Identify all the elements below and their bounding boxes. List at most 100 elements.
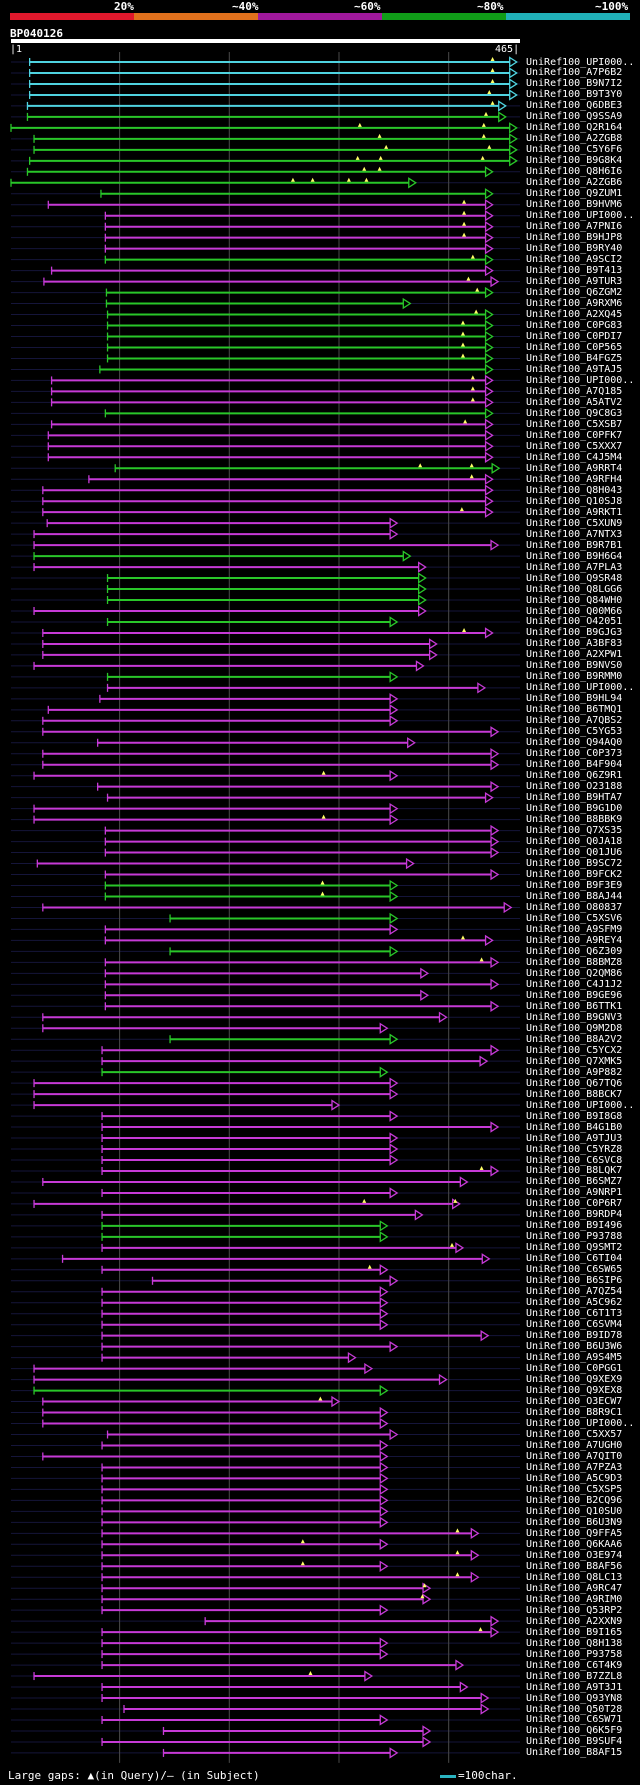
- hit-label[interactable]: UniRef100_B6U3N9: [526, 1516, 623, 1528]
- hit-label[interactable]: UniRef100_Q9FFA5: [526, 1527, 623, 1539]
- hit-label[interactable]: UniRef100_A9SCI2: [526, 254, 623, 266]
- hit-label[interactable]: UniRef100_B6TTK1: [526, 1000, 623, 1012]
- hit-label[interactable]: UniRef100_A5C962: [526, 1297, 623, 1309]
- hit-label[interactable]: UniRef100_Q7XMK5: [526, 1055, 623, 1067]
- hit-label[interactable]: UniRef100_B9RMM0: [526, 671, 623, 683]
- hit-label[interactable]: UniRef100_A7PLA3: [526, 561, 623, 573]
- hit-label[interactable]: UniRef100_B9T413: [526, 265, 623, 277]
- hit-label[interactable]: UniRef100_B8BCK7: [526, 1088, 623, 1100]
- hit-label[interactable]: UniRef100_C0P6R7: [526, 1198, 623, 1210]
- hit-label[interactable]: UniRef100_B9ID78: [526, 1330, 623, 1342]
- hit-label[interactable]: UniRef100_C5XXX7: [526, 440, 623, 452]
- hit-label[interactable]: UniRef100_B9G1D0: [526, 803, 623, 815]
- hit-label[interactable]: UniRef100_B9NVS0: [526, 660, 623, 672]
- hit-label[interactable]: UniRef100_B9GJG3: [526, 627, 623, 639]
- hit-label[interactable]: UniRef100_B9HJP8: [526, 232, 623, 244]
- hit-label[interactable]: UniRef100_C6T4K9: [526, 1659, 623, 1671]
- hit-label[interactable]: UniRef100_A3BF83: [526, 638, 623, 650]
- hit-label[interactable]: UniRef100_Q50T28: [526, 1703, 623, 1715]
- hit-label[interactable]: UniRef100_C0PDI7: [526, 331, 623, 342]
- hit-label[interactable]: UniRef100_O42051: [526, 616, 623, 628]
- hit-label[interactable]: UniRef100_A9T3J1: [526, 1681, 623, 1693]
- hit-label[interactable]: UniRef100_B7ZZL8: [526, 1670, 623, 1682]
- hit-label[interactable]: UniRef100_B9I496: [526, 1220, 623, 1232]
- hit-label[interactable]: UniRef100_B9HVM6: [526, 199, 623, 211]
- hit-label[interactable]: UniRef100_C0PG83: [526, 320, 623, 332]
- hit-label[interactable]: UniRef100_B9N7I2: [526, 78, 623, 90]
- hit-label[interactable]: UniRef100_Q6KAA6: [526, 1538, 623, 1550]
- hit-label[interactable]: UniRef100_A9REY4: [526, 934, 623, 946]
- hit-label[interactable]: UniRef100_A2XPW1: [526, 649, 623, 661]
- hit-label[interactable]: UniRef100_A7PZA3: [526, 1461, 623, 1473]
- hit-label[interactable]: UniRef100_Q9SSA9: [526, 111, 623, 123]
- hit-label[interactable]: UniRef100_B9FCK2: [526, 869, 623, 881]
- hit-label[interactable]: UniRef100_C5XSV6: [526, 912, 623, 924]
- hit-label[interactable]: UniRef100_A2ZGB8: [526, 133, 623, 145]
- hit-label[interactable]: UniRef100_Q00M66: [526, 605, 623, 617]
- hit-label[interactable]: UniRef100_A9RIM0: [526, 1593, 623, 1605]
- hit-label[interactable]: UniRef100_C5XX57: [526, 1429, 623, 1440]
- hit-label[interactable]: UniRef100_Q9SMT2: [526, 1242, 623, 1254]
- hit-label[interactable]: UniRef100_O3ECW7: [526, 1396, 623, 1408]
- hit-label[interactable]: UniRef100_B9HTA7: [526, 792, 623, 804]
- hit-label[interactable]: UniRef100_B9T3Y0: [526, 89, 623, 101]
- hit-label[interactable]: UniRef100_Q0JA18: [526, 836, 623, 848]
- hit-label[interactable]: UniRef100_O3E974: [526, 1549, 623, 1561]
- hit-label[interactable]: UniRef100_Q9SR48: [526, 572, 623, 584]
- hit-label[interactable]: UniRef100_Q84WH0: [526, 594, 623, 606]
- hit-label[interactable]: UniRef100_A9SFM9: [526, 923, 623, 935]
- hit-label[interactable]: UniRef100_A9RRT4: [526, 462, 623, 474]
- hit-label[interactable]: UniRef100_B9H6G4: [526, 550, 623, 562]
- hit-label[interactable]: UniRef100_UPI000..: [526, 1099, 635, 1111]
- hit-label[interactable]: UniRef100_C5XUN9: [526, 517, 623, 529]
- hit-label[interactable]: UniRef100_B8AF56: [526, 1560, 623, 1572]
- hit-label[interactable]: UniRef100_B9HL94: [526, 693, 623, 705]
- hit-label[interactable]: UniRef100_B8LQK7: [526, 1165, 623, 1177]
- hit-label[interactable]: UniRef100_Q7XS35: [526, 825, 623, 837]
- hit-label[interactable]: UniRef100_A7UGH0: [526, 1439, 623, 1451]
- hit-label[interactable]: UniRef100_B6U3W6: [526, 1341, 623, 1353]
- hit-label[interactable]: UniRef100_Q8H138: [526, 1637, 623, 1649]
- hit-label[interactable]: UniRef100_C5Y6F6: [526, 144, 623, 156]
- hit-label[interactable]: UniRef100_C5XSP5: [526, 1483, 623, 1495]
- hit-label[interactable]: UniRef100_Q9M2D8: [526, 1022, 623, 1034]
- hit-label[interactable]: UniRef100_C5YRZ8: [526, 1143, 623, 1155]
- hit-label[interactable]: UniRef100_A5C9D3: [526, 1472, 623, 1484]
- hit-label[interactable]: UniRef100_Q6Z9R1: [526, 770, 623, 782]
- hit-label[interactable]: UniRef100_Q2R164: [526, 122, 623, 134]
- hit-label[interactable]: UniRef100_B9R7B1: [526, 539, 623, 551]
- hit-label[interactable]: UniRef100_A9TUR3: [526, 276, 623, 288]
- hit-label[interactable]: UniRef100_A2XXN9: [526, 1615, 623, 1627]
- hit-label[interactable]: UniRef100_Q6DBE3: [526, 100, 623, 112]
- hit-label[interactable]: UniRef100_Q9XEX9: [526, 1374, 623, 1386]
- hit-label[interactable]: UniRef100_B9SUF4: [526, 1736, 623, 1748]
- hit-label[interactable]: UniRef100_B9F3E9: [526, 880, 623, 891]
- hit-label[interactable]: UniRef100_B4G1B0: [526, 1121, 623, 1133]
- hit-label[interactable]: UniRef100_C6SW71: [526, 1714, 623, 1726]
- hit-label[interactable]: UniRef100_O23188: [526, 781, 623, 793]
- hit-label[interactable]: UniRef100_O80837: [526, 901, 623, 913]
- hit-label[interactable]: UniRef100_C0P373: [526, 748, 623, 760]
- hit-label[interactable]: UniRef100_A9RKT1: [526, 506, 623, 518]
- hit-label[interactable]: UniRef100_B9G8K4: [526, 155, 623, 167]
- hit-label[interactable]: UniRef100_A9TAJ5: [526, 363, 623, 375]
- hit-label[interactable]: UniRef100_B9RDP4: [526, 1209, 623, 1221]
- hit-label[interactable]: UniRef100_A9S4M5: [526, 1352, 623, 1364]
- hit-label[interactable]: UniRef100_C0P565: [526, 341, 623, 353]
- hit-label[interactable]: UniRef100_C6SW65: [526, 1264, 623, 1276]
- hit-label[interactable]: UniRef100_A9TJU3: [526, 1132, 623, 1144]
- hit-label[interactable]: UniRef100_A7Q185: [526, 385, 623, 397]
- hit-label[interactable]: UniRef100_A2XQ45: [526, 309, 623, 321]
- hit-label[interactable]: UniRef100_B4FGZ5: [526, 352, 623, 364]
- hit-label[interactable]: UniRef100_C6SVM4: [526, 1319, 623, 1331]
- hit-label[interactable]: UniRef100_Q10SJ8: [526, 495, 623, 507]
- hit-label[interactable]: UniRef100_A9NRP1: [526, 1187, 623, 1199]
- hit-label[interactable]: UniRef100_C6SVC8: [526, 1154, 623, 1166]
- hit-label[interactable]: UniRef100_UPI000..: [526, 56, 635, 68]
- hit-label[interactable]: UniRef100_Q94AQ0: [526, 737, 623, 749]
- hit-label[interactable]: UniRef100_Q2QM86: [526, 967, 623, 979]
- hit-label[interactable]: UniRef100_B8BMZ8: [526, 956, 623, 968]
- hit-label[interactable]: UniRef100_Q8LC13: [526, 1571, 623, 1583]
- hit-label[interactable]: UniRef100_UPI000..: [526, 210, 635, 222]
- hit-label[interactable]: UniRef100_Q8LGG6: [526, 583, 623, 595]
